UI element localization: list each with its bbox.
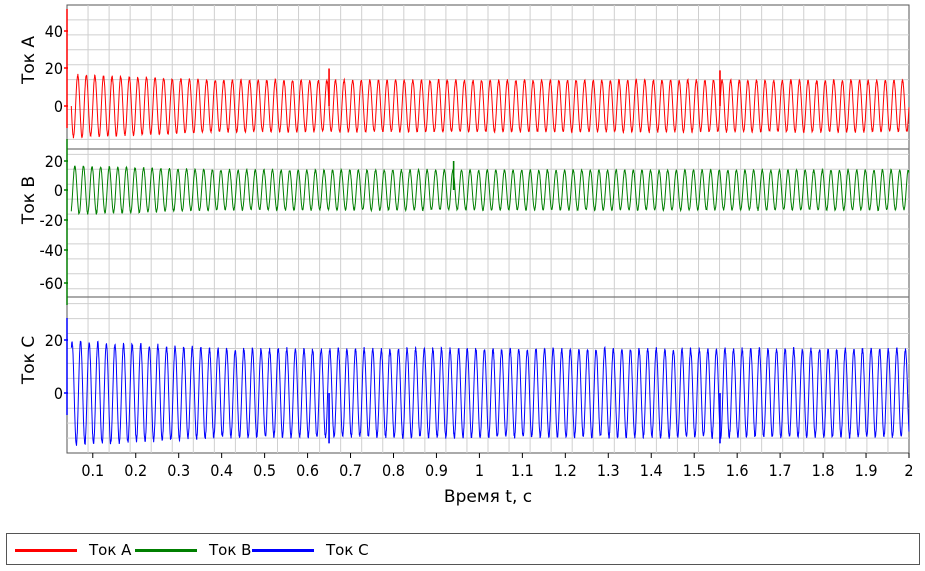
legend-swatch-tok-b bbox=[135, 548, 197, 552]
y-tick-label: 20 bbox=[45, 152, 63, 171]
y-axis-title: Ток B bbox=[19, 176, 39, 225]
legend-label-tok-a: Ток A bbox=[89, 541, 132, 559]
x-axis: 0.1 0.2 0.3 0.4 0.5 0.6 0.7 0.8 0.9 1 1.1 1.2 1.3 1.4… bbox=[81, 453, 914, 507]
grid bbox=[67, 5, 909, 453]
traces bbox=[70, 68, 910, 446]
legend-label-tok-b: Ток B bbox=[209, 541, 252, 559]
y-axes: 40 20 0 Ток A 20 0 -20 -40 -60 Ток B 20 0 Ток C bbox=[19, 9, 68, 415]
x-tick-label: 1.9 bbox=[855, 461, 878, 480]
x-axis-title: Время t, с bbox=[444, 487, 532, 507]
y-tick-label: -60 bbox=[39, 274, 63, 293]
y-tick-label: 0 bbox=[54, 181, 63, 200]
y-axis-title: Ток C bbox=[19, 336, 39, 385]
x-tick-label: 0.5 bbox=[253, 461, 276, 480]
x-tick-label: 0.8 bbox=[382, 461, 405, 480]
y-tick-label: 20 bbox=[45, 331, 63, 350]
x-tick-label: 0.1 bbox=[81, 461, 104, 480]
y-tick-label: -20 bbox=[39, 211, 63, 230]
legend-item-tok-a: Ток A bbox=[15, 540, 131, 560]
series-line-3 bbox=[70, 340, 910, 446]
x-tick-label: 0.3 bbox=[167, 461, 190, 480]
x-tick-label: 0.2 bbox=[124, 461, 147, 480]
legend-item-tok-c: Ток C bbox=[252, 540, 369, 560]
x-tick-label: 0.7 bbox=[339, 461, 362, 480]
series-line-1 bbox=[70, 73, 910, 139]
x-tick-label: 1.4 bbox=[640, 461, 663, 480]
legend-label-tok-c: Ток C bbox=[326, 541, 369, 559]
legend-swatch-tok-c bbox=[252, 548, 314, 552]
x-tick-label: 2 bbox=[904, 461, 913, 480]
x-tick-label: 1.6 bbox=[726, 461, 749, 480]
y-tick-label: -40 bbox=[39, 241, 63, 260]
y-tick-label: 0 bbox=[54, 97, 63, 116]
x-tick-label: 0.4 bbox=[210, 461, 233, 480]
x-tick-label: 0.9 bbox=[425, 461, 448, 480]
y-tick-label: 0 bbox=[54, 384, 63, 403]
x-tick-label: 1.7 bbox=[769, 461, 792, 480]
legend-swatch-tok-a bbox=[15, 548, 77, 552]
x-tick-label: 1.1 bbox=[511, 461, 534, 480]
x-tick-label: 1.2 bbox=[554, 461, 577, 480]
x-tick-label: 1.5 bbox=[683, 461, 706, 480]
x-tick-label: 1.8 bbox=[812, 461, 835, 480]
x-tick-label: 0.6 bbox=[296, 461, 319, 480]
x-tick-label: 1.3 bbox=[597, 461, 620, 480]
x-tick-label: 1 bbox=[475, 461, 484, 480]
legend-item-tok-b: Ток B bbox=[135, 540, 251, 560]
y-tick-label: 40 bbox=[45, 22, 63, 41]
y-tick-label: 20 bbox=[45, 59, 63, 78]
series-line-2 bbox=[70, 165, 910, 216]
y-axis-title: Ток A bbox=[19, 36, 39, 85]
legend: Ток A Ток B Ток C bbox=[6, 533, 920, 565]
